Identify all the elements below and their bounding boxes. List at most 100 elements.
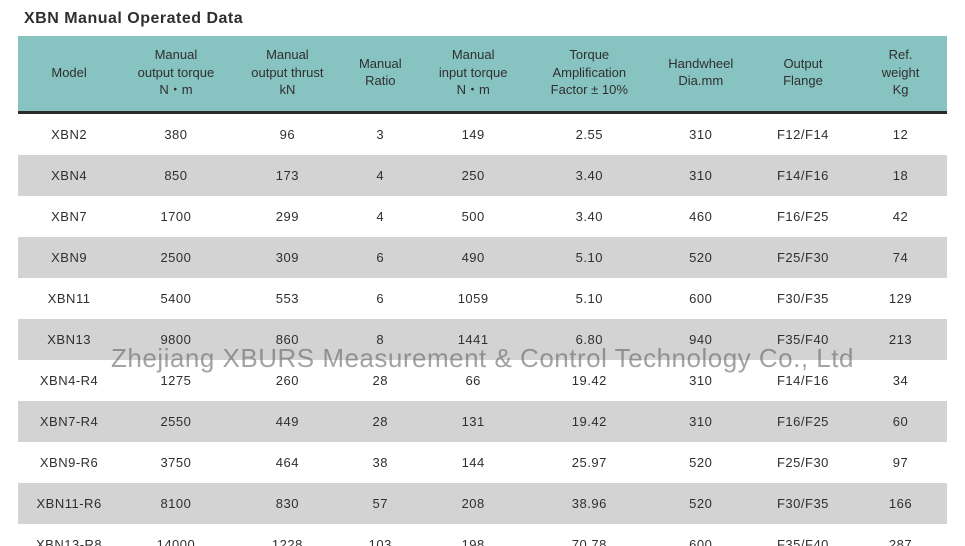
cell: 74: [854, 237, 947, 278]
col-header-8: Ref.weightKg: [854, 36, 947, 112]
cell: 460: [650, 196, 752, 237]
cell: 2.55: [529, 112, 650, 155]
table-row: XBN13-R814000122810319870.78600F35/F4028…: [18, 524, 947, 546]
cell: 449: [232, 401, 343, 442]
cell: F12/F14: [752, 112, 854, 155]
cell: 97: [854, 442, 947, 483]
table-row: XBN4-R41275260286619.42310F14/F1634: [18, 360, 947, 401]
cell: 3.40: [529, 155, 650, 196]
cell: 553: [232, 278, 343, 319]
cell: 1059: [417, 278, 528, 319]
cell: F16/F25: [752, 196, 854, 237]
cell: 1700: [120, 196, 231, 237]
cell: 19.42: [529, 401, 650, 442]
cell: 3: [343, 112, 417, 155]
cell: 19.42: [529, 360, 650, 401]
cell: 860: [232, 319, 343, 360]
cell: 5400: [120, 278, 231, 319]
col-header-4: Manualinput torqueN・m: [417, 36, 528, 112]
cell: 3.40: [529, 196, 650, 237]
cell: F30/F35: [752, 483, 854, 524]
col-header-2: Manualoutput thrustkN: [232, 36, 343, 112]
table-row: XBN9-R637504643814425.97520F25/F3097: [18, 442, 947, 483]
cell: 198: [417, 524, 528, 546]
cell: 149: [417, 112, 528, 155]
cell: 66: [417, 360, 528, 401]
cell: 600: [650, 524, 752, 546]
cell: 2500: [120, 237, 231, 278]
cell: 940: [650, 319, 752, 360]
cell: 208: [417, 483, 528, 524]
cell: 18: [854, 155, 947, 196]
cell: 28: [343, 360, 417, 401]
cell: 12: [854, 112, 947, 155]
cell: 131: [417, 401, 528, 442]
cell: 28: [343, 401, 417, 442]
cell: XBN2: [18, 112, 120, 155]
cell: 500: [417, 196, 528, 237]
col-header-1: Manualoutput torqueN・m: [120, 36, 231, 112]
cell: 103: [343, 524, 417, 546]
cell: 5.10: [529, 278, 650, 319]
cell: F30/F35: [752, 278, 854, 319]
cell: 520: [650, 483, 752, 524]
cell: F35/F40: [752, 524, 854, 546]
cell: 213: [854, 319, 947, 360]
col-header-7: OutputFlange: [752, 36, 854, 112]
col-header-5: TorqueAmplificationFactor ± 10%: [529, 36, 650, 112]
cell: 287: [854, 524, 947, 546]
cell: 38: [343, 442, 417, 483]
cell: 14000: [120, 524, 231, 546]
table-row: XBN9250030964905.10520F25/F3074: [18, 237, 947, 278]
table-row: XBN23809631492.55310F12/F1412: [18, 112, 947, 155]
cell: 250: [417, 155, 528, 196]
cell: 57: [343, 483, 417, 524]
cell: XBN13: [18, 319, 120, 360]
cell: 6: [343, 278, 417, 319]
table-row: XBN485017342503.40310F14/F1618: [18, 155, 947, 196]
cell: 260: [232, 360, 343, 401]
cell: XBN9-R6: [18, 442, 120, 483]
col-header-3: ManualRatio: [343, 36, 417, 112]
cell: 70.78: [529, 524, 650, 546]
cell: 310: [650, 401, 752, 442]
cell: 3750: [120, 442, 231, 483]
cell: F16/F25: [752, 401, 854, 442]
cell: 2550: [120, 401, 231, 442]
table-row: XBN7-R425504492813119.42310F16/F2560: [18, 401, 947, 442]
cell: 60: [854, 401, 947, 442]
cell: 34: [854, 360, 947, 401]
cell: 38.96: [529, 483, 650, 524]
cell: 166: [854, 483, 947, 524]
cell: 96: [232, 112, 343, 155]
cell: XBN4-R4: [18, 360, 120, 401]
cell: XBN7-R4: [18, 401, 120, 442]
spec-table: ModelManualoutput torqueN・mManualoutput …: [18, 36, 947, 546]
table-row: XBN139800860814416.80940F35/F40213: [18, 319, 947, 360]
cell: 520: [650, 442, 752, 483]
cell: 310: [650, 155, 752, 196]
cell: XBN13-R8: [18, 524, 120, 546]
table-row: XBN11-R681008305720838.96520F30/F35166: [18, 483, 947, 524]
cell: F25/F30: [752, 237, 854, 278]
cell: 310: [650, 360, 752, 401]
cell: F25/F30: [752, 442, 854, 483]
cell: 830: [232, 483, 343, 524]
cell: 173: [232, 155, 343, 196]
table-row: XBN115400553610595.10600F30/F35129: [18, 278, 947, 319]
cell: F14/F16: [752, 155, 854, 196]
cell: XBN11: [18, 278, 120, 319]
cell: 310: [650, 112, 752, 155]
cell: 464: [232, 442, 343, 483]
cell: 6: [343, 237, 417, 278]
cell: 4: [343, 155, 417, 196]
cell: 8: [343, 319, 417, 360]
cell: 490: [417, 237, 528, 278]
cell: 1275: [120, 360, 231, 401]
cell: F35/F40: [752, 319, 854, 360]
col-header-6: HandwheelDia.mm: [650, 36, 752, 112]
cell: 1441: [417, 319, 528, 360]
cell: 299: [232, 196, 343, 237]
cell: 380: [120, 112, 231, 155]
cell: 5.10: [529, 237, 650, 278]
